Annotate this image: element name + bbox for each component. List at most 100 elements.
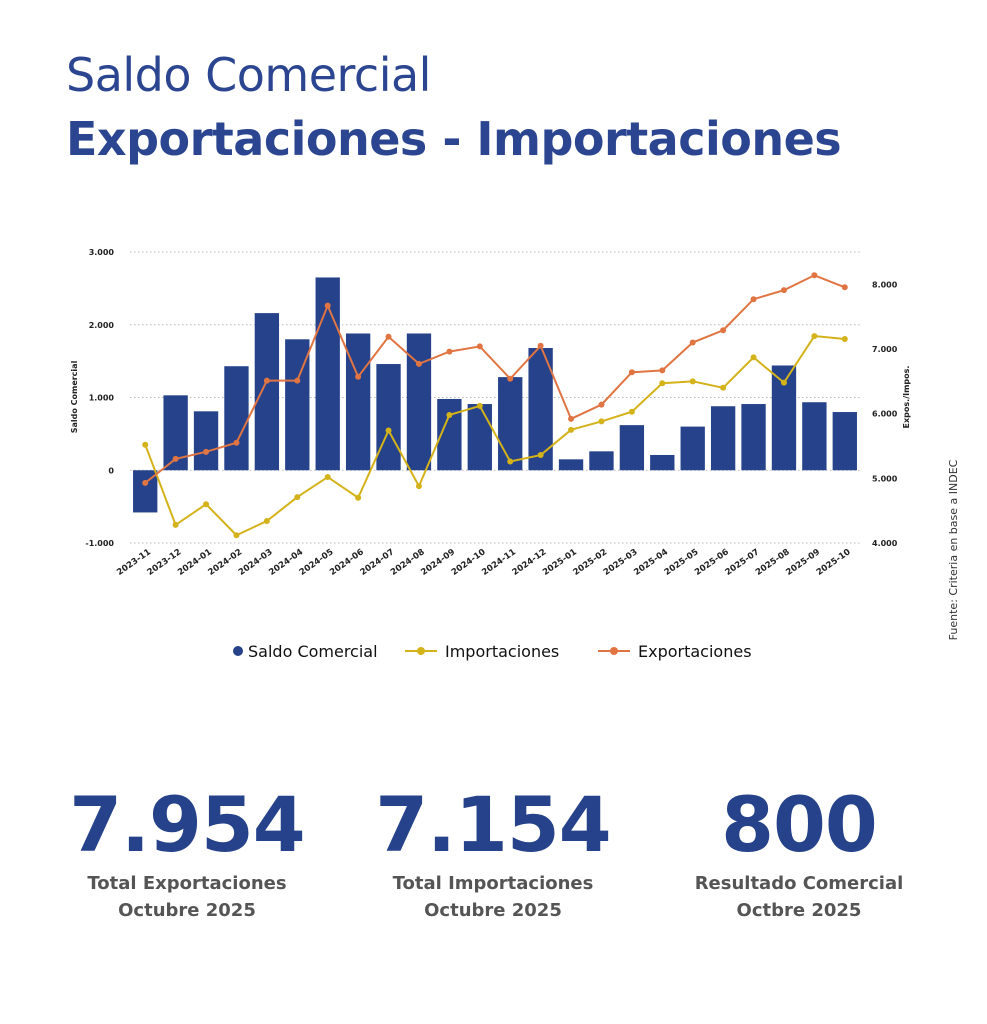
y-tick-label: 1.000 — [89, 394, 115, 403]
stat-label: Resultado Comercial — [694, 873, 904, 894]
line-point — [476, 343, 483, 350]
line-point — [142, 441, 149, 448]
line-point — [568, 415, 575, 422]
bar — [619, 425, 645, 471]
line-point — [659, 367, 666, 374]
legend-marker — [233, 646, 243, 656]
bar — [741, 404, 766, 471]
line-point — [598, 418, 605, 425]
stat-period: Octbre 2025 — [736, 900, 862, 921]
stat-period: Octubre 2025 — [118, 900, 256, 921]
stat: 800 Resultado Comercial Octbre 2025 — [649, 780, 949, 924]
line-point — [689, 339, 696, 346]
bar — [650, 454, 675, 471]
line-point — [598, 401, 605, 408]
line-point — [750, 354, 757, 361]
line-point — [415, 483, 422, 490]
line-point — [476, 402, 483, 409]
line-point — [142, 479, 149, 486]
source-note: Fuente: Criteria en base a INDEC — [947, 459, 960, 640]
bar — [224, 366, 249, 471]
line-point — [507, 458, 514, 465]
line-point — [689, 378, 696, 385]
stat-value: 800 — [721, 780, 878, 869]
y-tick-label: 3.000 — [89, 248, 115, 257]
bar — [589, 451, 614, 471]
y2-tick-label: 5.000 — [872, 474, 898, 483]
line — [144, 335, 845, 537]
y2-tick-label: 4.000 — [872, 539, 898, 548]
line-point — [446, 348, 453, 355]
x-tick-label: 2025-10 — [815, 547, 853, 578]
line-point — [324, 302, 331, 309]
bar — [345, 333, 371, 471]
legend-label: Exportaciones — [638, 642, 752, 661]
line-point — [446, 411, 453, 418]
line-point — [659, 380, 666, 387]
line-point — [537, 452, 544, 459]
line-point — [294, 494, 301, 501]
line-point — [385, 427, 392, 434]
line-point — [263, 518, 270, 525]
bar — [802, 402, 827, 471]
y-tick-label: -1.000 — [85, 539, 114, 548]
stat-label: Total Importaciones — [392, 873, 594, 894]
line-point — [415, 360, 422, 367]
y-tick-label: 0 — [108, 466, 114, 475]
line-point — [324, 474, 331, 481]
title: Saldo Comercial — [66, 48, 431, 102]
line-point — [568, 426, 575, 433]
bar — [193, 411, 219, 471]
line-point — [233, 439, 240, 446]
subtitle: Exportaciones - Importaciones — [66, 112, 842, 166]
line — [144, 274, 846, 484]
line-point — [841, 284, 848, 291]
line-point — [233, 532, 240, 539]
line-point — [172, 521, 179, 528]
line-point — [355, 373, 362, 380]
bar — [498, 377, 523, 471]
y2-tick-label: 8.000 — [872, 280, 898, 289]
chart: -1.000 0 1.000 2.000 3.000 4.000 5.000 6.000 7.0… — [70, 248, 960, 661]
bar — [680, 426, 705, 471]
bar — [832, 412, 857, 471]
legend-label: Importaciones — [445, 642, 559, 661]
line-point — [720, 384, 727, 391]
line-point — [294, 377, 301, 384]
legend-label: Saldo Comercial — [248, 642, 378, 661]
line-point — [385, 333, 392, 340]
legend-marker — [610, 647, 618, 655]
stat-value: 7.154 — [375, 780, 611, 869]
line-point — [203, 501, 210, 508]
bar — [254, 313, 280, 471]
stat-label: Total Exportaciones — [87, 873, 287, 894]
bar — [376, 364, 401, 471]
line-point — [780, 287, 787, 294]
line-point — [628, 408, 635, 415]
line-point — [720, 327, 727, 334]
line-point — [628, 369, 635, 376]
stat-value: 7.954 — [69, 780, 305, 869]
line-point — [263, 377, 270, 384]
bar — [467, 404, 492, 471]
line-point — [507, 375, 514, 382]
stat: 7.954 Total Exportaciones Octubre 2025 — [37, 780, 337, 924]
line-point — [203, 448, 210, 455]
bar — [710, 406, 736, 471]
bar — [558, 459, 584, 471]
y2-tick-label: 6.000 — [872, 410, 898, 419]
line-point — [780, 379, 787, 386]
bar — [315, 277, 340, 471]
y-tick-label: 2.000 — [89, 321, 115, 330]
line-point — [841, 336, 848, 343]
line-point — [172, 455, 179, 462]
line-point — [750, 296, 757, 303]
line-point — [811, 333, 818, 340]
bar — [528, 348, 553, 471]
y2-tick-label: 7.000 — [872, 345, 898, 354]
line-point — [811, 272, 818, 279]
line-point — [355, 494, 362, 501]
y-axis-label: Saldo Comercial — [70, 360, 79, 433]
line-point — [537, 342, 544, 349]
